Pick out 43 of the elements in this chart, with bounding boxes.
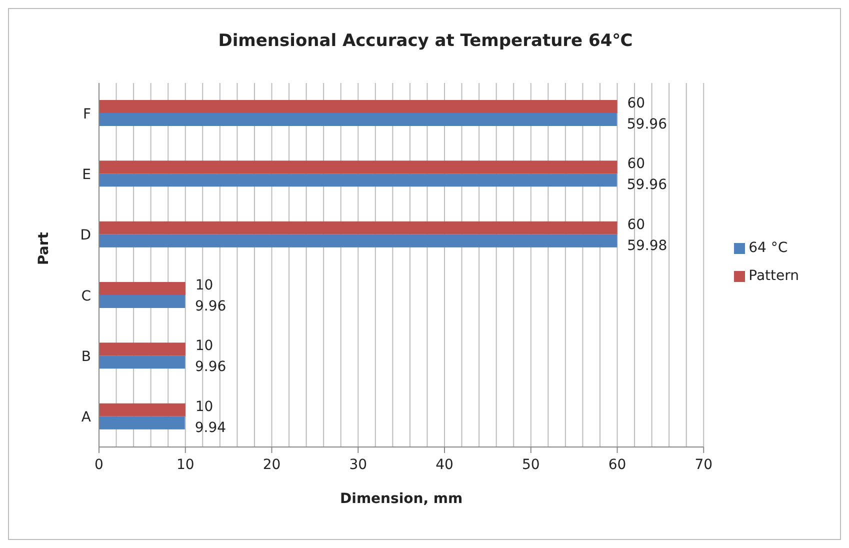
bar	[99, 295, 186, 308]
data-label: 60	[627, 156, 646, 172]
data-label: 9.94	[194, 420, 226, 436]
y-axis-title: Part	[36, 232, 52, 265]
x-tick-label: 60	[608, 457, 626, 473]
bar	[99, 342, 186, 356]
y-tick-label: F	[82, 106, 91, 122]
x-tick-label: 30	[349, 457, 368, 473]
data-label: 60	[627, 95, 646, 112]
data-label: 59.96	[626, 177, 668, 194]
legend-label: Pattern	[748, 268, 799, 284]
bar	[99, 282, 186, 295]
y-tick-label: B	[81, 348, 91, 365]
data-label: 10	[195, 338, 214, 354]
data-label: 9.96	[195, 359, 226, 376]
x-tick-label: 20	[262, 457, 281, 473]
chart-title: Dimensional Accuracy at Temperature 64℃	[217, 31, 634, 51]
x-tick-label: 70	[694, 457, 713, 473]
y-tick-label: E	[82, 166, 91, 183]
x-axis-title: Dimension, mm	[340, 491, 463, 507]
bar	[99, 403, 186, 416]
bar	[99, 221, 618, 234]
bar	[99, 174, 617, 187]
x-tick-label: 0	[94, 457, 104, 473]
legend-label: 64 °C	[748, 240, 788, 256]
x-tick-label: 40	[436, 457, 454, 473]
y-tick-label: D	[80, 228, 91, 244]
bar	[99, 234, 618, 248]
data-label: 60	[627, 216, 646, 233]
bar	[99, 100, 618, 113]
x-tick-label: 10	[176, 457, 194, 473]
y-tick-label: A	[81, 410, 92, 426]
bar	[99, 160, 618, 174]
data-label: 10	[195, 398, 214, 415]
data-label: 9.96	[195, 298, 226, 314]
bar	[99, 113, 617, 126]
y-tick-label: C	[81, 288, 92, 304]
bar	[99, 416, 185, 430]
bar	[99, 356, 186, 369]
data-label: 10	[195, 277, 214, 294]
data-label: 59.96	[626, 116, 668, 132]
data-label: 59.98	[627, 238, 668, 254]
x-tick-label: 50	[522, 457, 540, 473]
